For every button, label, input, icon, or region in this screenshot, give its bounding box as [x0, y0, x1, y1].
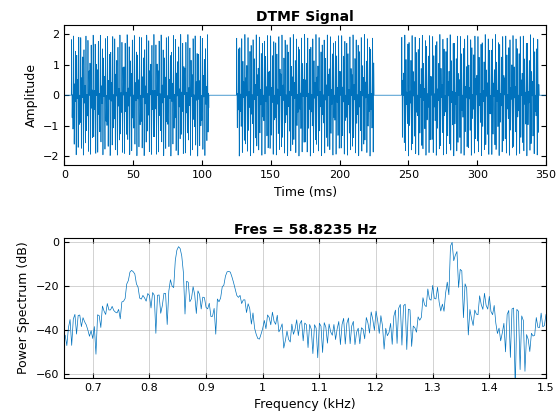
X-axis label: Frequency (kHz): Frequency (kHz): [254, 399, 356, 412]
Y-axis label: Amplitude: Amplitude: [25, 63, 38, 127]
Title: Fres = 58.8235 Hz: Fres = 58.8235 Hz: [234, 223, 376, 237]
Title: DTMF Signal: DTMF Signal: [256, 10, 354, 24]
X-axis label: Time (ms): Time (ms): [274, 186, 337, 199]
Y-axis label: Power Spectrum (dB): Power Spectrum (dB): [17, 241, 30, 374]
